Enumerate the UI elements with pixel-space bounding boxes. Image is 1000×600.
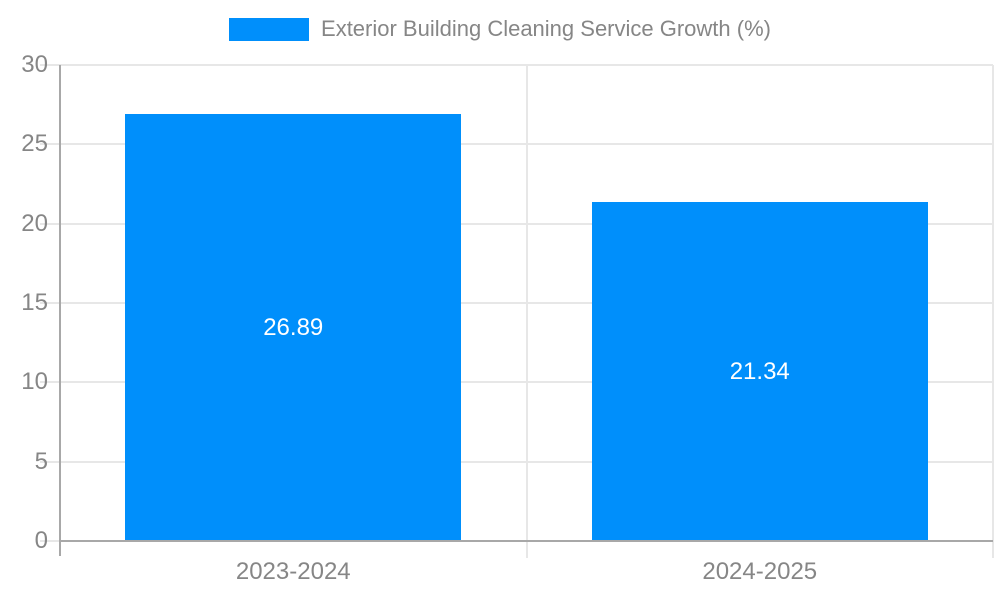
gridline-x-boundary bbox=[992, 65, 994, 558]
y-axis-tick-label: 0 bbox=[34, 527, 48, 554]
bar-2024-2025[interactable] bbox=[591, 202, 928, 541]
y-axis-tick-label: 10 bbox=[21, 368, 48, 396]
y-axis-line bbox=[59, 65, 61, 556]
bar-value-label: 21.34 bbox=[729, 357, 790, 385]
y-tick-mark bbox=[40, 540, 60, 542]
x-axis-tick-label: 2023-2024 bbox=[235, 558, 351, 585]
bar-2023-2024[interactable] bbox=[125, 114, 462, 541]
gridline-x-boundary bbox=[525, 65, 528, 558]
y-axis-tick-label: 20 bbox=[21, 209, 48, 237]
y-tick-mark bbox=[40, 222, 60, 225]
y-tick-mark bbox=[40, 143, 60, 146]
legend-swatch-icon bbox=[229, 17, 310, 41]
y-axis-tick-label: 30 bbox=[21, 51, 48, 78]
legend-label: Exterior Building Cleaning Service Growt… bbox=[321, 16, 771, 41]
x-axis-tick-label: 2024-2025 bbox=[702, 558, 818, 585]
y-axis-tick-label: 5 bbox=[34, 447, 48, 475]
legend[interactable]: Exterior Building Cleaning Service Growt… bbox=[0, 16, 1000, 42]
y-tick-mark bbox=[40, 64, 60, 66]
y-tick-mark bbox=[40, 302, 60, 304]
y-axis-tick-label: 15 bbox=[21, 289, 48, 316]
y-axis-tick-label: 25 bbox=[21, 130, 48, 158]
x-axis-line bbox=[60, 540, 993, 542]
bar-value-label: 26.89 bbox=[263, 313, 324, 341]
y-tick-mark bbox=[40, 381, 60, 384]
y-tick-mark bbox=[40, 460, 60, 463]
